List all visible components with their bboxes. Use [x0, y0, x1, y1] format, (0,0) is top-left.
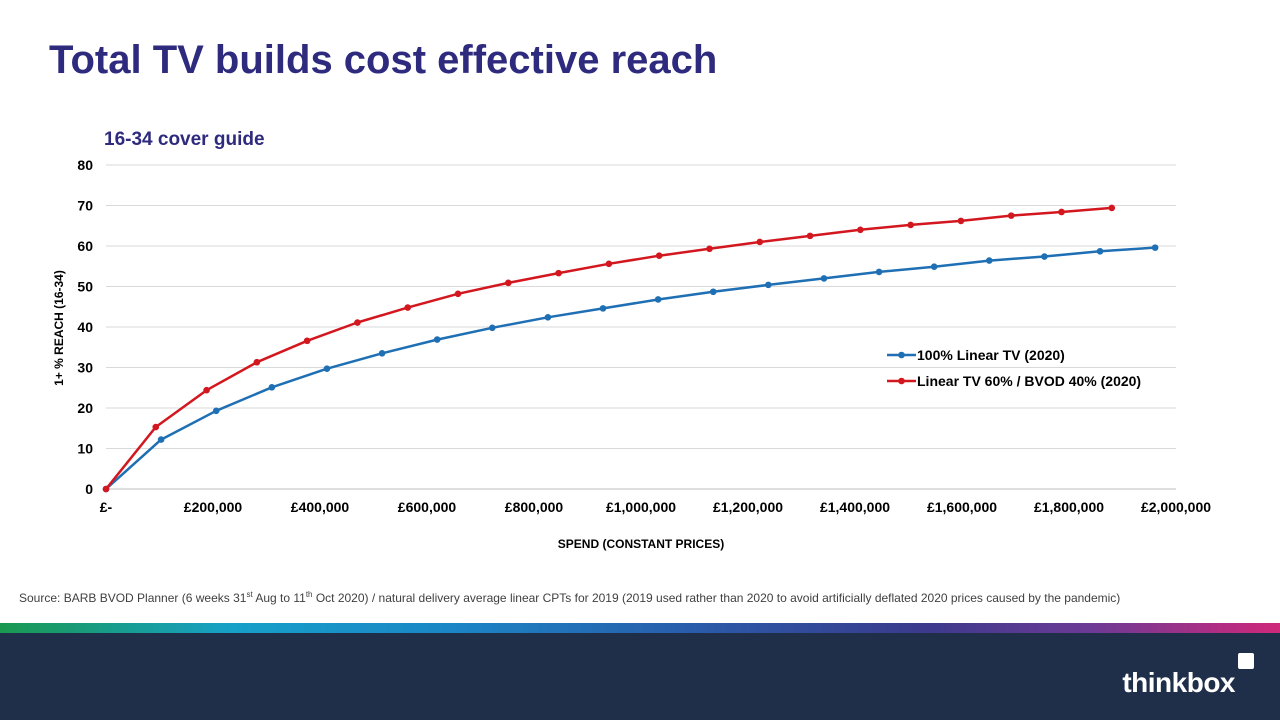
data-point — [102, 485, 110, 493]
data-point — [599, 305, 607, 312]
data-point — [203, 386, 210, 394]
data-point — [655, 252, 663, 260]
slide-title: Total TV builds cost effective reach — [49, 38, 718, 82]
x-tick-label: £1,600,000 — [927, 499, 997, 515]
legend-swatch-marker — [898, 377, 905, 385]
data-point — [157, 436, 165, 443]
data-point — [1096, 247, 1104, 255]
data-point — [354, 319, 361, 326]
footer-band: thinkbox — [0, 623, 1280, 720]
data-point — [875, 268, 883, 276]
legend-item-2: Linear TV 60% / BVOD 40% (2020) — [887, 373, 1141, 389]
x-axis-label: SPEND (CONSTANT PRICES) — [558, 537, 724, 551]
brand-logo: thinkbox — [1122, 667, 1235, 698]
data-point — [857, 226, 864, 234]
data-point — [1041, 253, 1048, 260]
x-axis-ticks: £- £200,000 £400,000 £600,000 £800,000 £1,000… — [100, 499, 1211, 515]
legend-swatch-marker — [898, 351, 905, 359]
data-point — [544, 313, 552, 321]
data-point — [323, 365, 331, 373]
y-tick-label: 30 — [77, 360, 93, 376]
data-point — [1108, 204, 1116, 212]
source-note: Source: BARB BVOD Planner (6 weeks 31st … — [19, 590, 1121, 605]
x-tick-label: £800,000 — [505, 499, 564, 515]
series-2 — [102, 204, 1116, 493]
legend-label: 100% Linear TV (2020) — [917, 347, 1065, 363]
data-point — [253, 358, 261, 366]
y-axis-ticks: 0 10 20 30 40 50 60 70 80 — [77, 157, 93, 497]
x-tick-label: £1,400,000 — [820, 499, 890, 515]
reach-chart: 16-34 cover guide 0 10 20 30 40 50 60 70 80 £- £2… — [52, 129, 1211, 551]
data-point — [268, 384, 276, 391]
legend-item-1: 100% Linear TV (2020) — [887, 347, 1065, 363]
data-point — [152, 423, 160, 431]
legend-label: Linear TV 60% / BVOD 40% (2020) — [917, 373, 1141, 389]
data-point — [709, 288, 717, 296]
data-point — [957, 217, 965, 225]
data-point — [605, 260, 613, 268]
y-tick-label: 20 — [77, 400, 93, 416]
data-point — [756, 238, 764, 246]
y-tick-label: 10 — [77, 441, 93, 457]
y-axis-label: 1+ % REACH (16-34) — [52, 270, 66, 386]
data-point — [907, 221, 914, 229]
series-line — [105, 246, 1156, 490]
gradient-strip — [0, 623, 1280, 633]
data-point — [1058, 208, 1065, 216]
data-point — [433, 336, 441, 343]
x-tick-label: £2,000,000 — [1141, 499, 1211, 515]
y-tick-label: 0 — [85, 481, 93, 497]
brand-square-icon — [1238, 653, 1254, 669]
data-point — [1151, 244, 1159, 251]
x-tick-label: £600,000 — [398, 499, 457, 515]
gridlines — [106, 164, 1176, 449]
x-tick-label: £400,000 — [291, 499, 350, 515]
data-point — [1007, 212, 1015, 219]
x-tick-label: £1,000,000 — [606, 499, 676, 515]
data-point — [765, 281, 772, 289]
x-tick-label: £- — [100, 499, 113, 515]
data-point — [985, 257, 993, 264]
y-tick-label: 40 — [77, 319, 93, 335]
legend: 100% Linear TV (2020) Linear TV 60% / BVO… — [887, 347, 1141, 389]
data-point — [404, 304, 412, 311]
data-point — [706, 245, 713, 253]
data-point — [806, 232, 814, 240]
x-tick-label: £200,000 — [184, 499, 243, 515]
y-tick-label: 50 — [77, 279, 93, 295]
data-point — [654, 296, 662, 303]
x-tick-label: £1,800,000 — [1034, 499, 1104, 515]
data-point — [555, 269, 562, 277]
data-point — [378, 350, 386, 357]
data-point — [212, 407, 220, 415]
chart-title: 16-34 cover guide — [104, 129, 265, 150]
y-tick-label: 60 — [77, 238, 93, 254]
data-point — [820, 275, 828, 282]
y-tick-label: 70 — [77, 198, 93, 214]
series-1 — [102, 244, 1159, 493]
y-tick-label: 80 — [77, 157, 93, 173]
data-point — [930, 263, 938, 270]
series-lines — [102, 204, 1159, 493]
data-point — [488, 324, 496, 332]
data-point — [303, 337, 311, 345]
x-tick-label: £1,200,000 — [713, 499, 783, 515]
data-point — [454, 290, 462, 298]
data-point — [505, 279, 512, 287]
